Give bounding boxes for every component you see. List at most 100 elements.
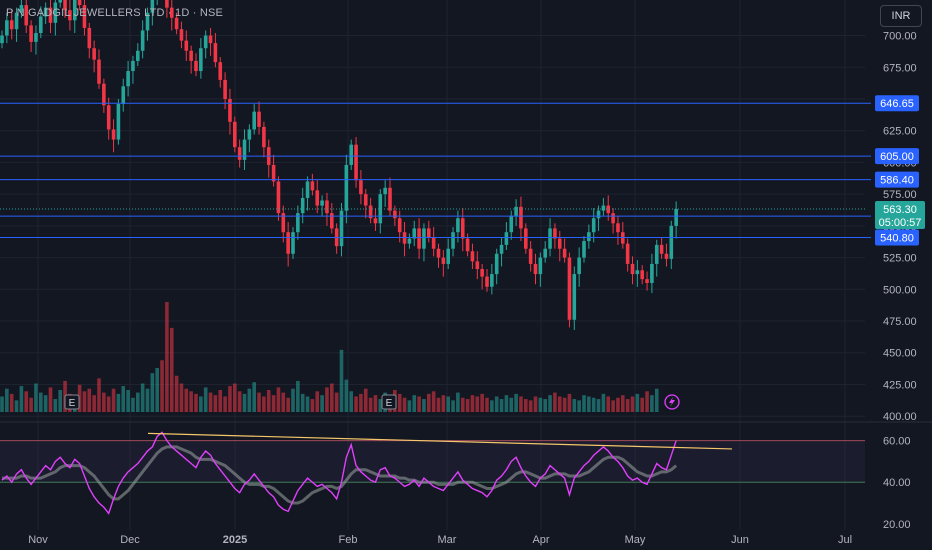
volume-bar xyxy=(577,400,581,412)
candle xyxy=(92,48,96,60)
volume-bar xyxy=(431,391,436,412)
candle xyxy=(29,25,33,42)
candle xyxy=(213,43,218,63)
volume-bar xyxy=(460,397,465,412)
candle xyxy=(572,274,577,320)
volume-bar xyxy=(228,386,232,412)
volume-bar xyxy=(179,383,184,412)
y-tick-label: 525.00 xyxy=(883,253,917,265)
candle xyxy=(514,206,518,216)
candle xyxy=(650,263,654,283)
price-level-label: 605.00 xyxy=(880,151,914,163)
x-tick-label: Apr xyxy=(532,534,549,546)
candle xyxy=(131,60,135,72)
volume-bar xyxy=(14,400,19,412)
candle xyxy=(24,5,29,26)
candle xyxy=(102,83,106,106)
candle xyxy=(111,129,116,140)
candle xyxy=(53,2,58,23)
candle xyxy=(349,144,353,165)
candle xyxy=(169,7,174,18)
candle xyxy=(145,12,150,31)
candle xyxy=(451,232,455,249)
volume-bar xyxy=(465,399,470,412)
candle xyxy=(553,228,557,239)
candle xyxy=(465,238,470,252)
candle xyxy=(228,98,232,122)
candle xyxy=(320,200,324,206)
candle xyxy=(150,0,155,13)
volume-bar xyxy=(451,400,455,412)
earnings-marker xyxy=(381,394,397,410)
volume-bar xyxy=(334,392,339,412)
rsi-band xyxy=(0,440,865,483)
chart-title: P N GADGIL JEWELLERS LTD · 1D · NSE xyxy=(6,7,224,19)
candle xyxy=(591,218,596,233)
candle xyxy=(0,35,4,44)
candle xyxy=(218,62,223,80)
candle xyxy=(116,104,121,140)
candle xyxy=(247,129,252,140)
volume-bar xyxy=(102,392,106,412)
volume-bar xyxy=(499,399,504,412)
volume-bar xyxy=(524,399,528,412)
volume-bar xyxy=(184,388,189,412)
volume-bar xyxy=(436,397,441,412)
volume-bar xyxy=(233,383,237,412)
volume-bar xyxy=(111,388,116,412)
price-level-label: 586.40 xyxy=(880,175,914,187)
candle xyxy=(654,244,659,264)
x-tick-label: Dec xyxy=(120,534,140,546)
volume-bar xyxy=(359,393,363,412)
volume-bar xyxy=(344,379,349,412)
volume-bar xyxy=(150,373,155,412)
candle xyxy=(72,0,77,21)
volume-bar xyxy=(567,393,572,412)
volume-bar xyxy=(368,397,373,412)
volume-bar xyxy=(320,395,324,412)
volume-bar xyxy=(174,375,179,412)
volume-bar xyxy=(485,397,489,412)
volume-bar xyxy=(131,397,135,412)
candle xyxy=(257,111,261,127)
volume-bar xyxy=(286,397,290,412)
candle xyxy=(640,270,644,280)
volume-bar xyxy=(528,400,533,412)
candle xyxy=(388,187,392,211)
candle xyxy=(524,228,528,249)
candle xyxy=(456,218,460,233)
volume-bar xyxy=(5,388,9,412)
volume-bar xyxy=(397,393,402,412)
volume-bar xyxy=(252,382,256,412)
volume-bar xyxy=(92,395,96,412)
candle xyxy=(417,228,421,249)
candle xyxy=(82,5,87,28)
volume-bar xyxy=(213,395,218,412)
rsi-trendline xyxy=(147,432,733,450)
candle xyxy=(252,111,256,130)
candle xyxy=(519,206,523,229)
candle xyxy=(5,20,9,36)
candle xyxy=(39,16,43,33)
candle xyxy=(189,50,193,61)
candle xyxy=(431,237,436,249)
candle xyxy=(567,257,572,320)
candle xyxy=(494,253,499,275)
candle xyxy=(383,187,387,195)
rsi-y-tick-label: 20.00 xyxy=(883,519,911,531)
currency-button[interactable]: INR xyxy=(880,5,922,27)
candle xyxy=(412,228,417,239)
volume-bar xyxy=(456,392,460,412)
volume-bar xyxy=(475,396,480,412)
volume-bar xyxy=(315,391,320,412)
earnings-marker-label: E xyxy=(386,398,393,409)
candle xyxy=(121,86,126,105)
volume-bar xyxy=(490,400,494,412)
volume-bar xyxy=(305,396,310,412)
volume-bar xyxy=(19,386,24,412)
y-tick-label: 425.00 xyxy=(883,379,917,391)
volume-bar xyxy=(548,395,552,412)
volume-bar xyxy=(587,396,591,412)
volume-bar xyxy=(77,384,82,412)
